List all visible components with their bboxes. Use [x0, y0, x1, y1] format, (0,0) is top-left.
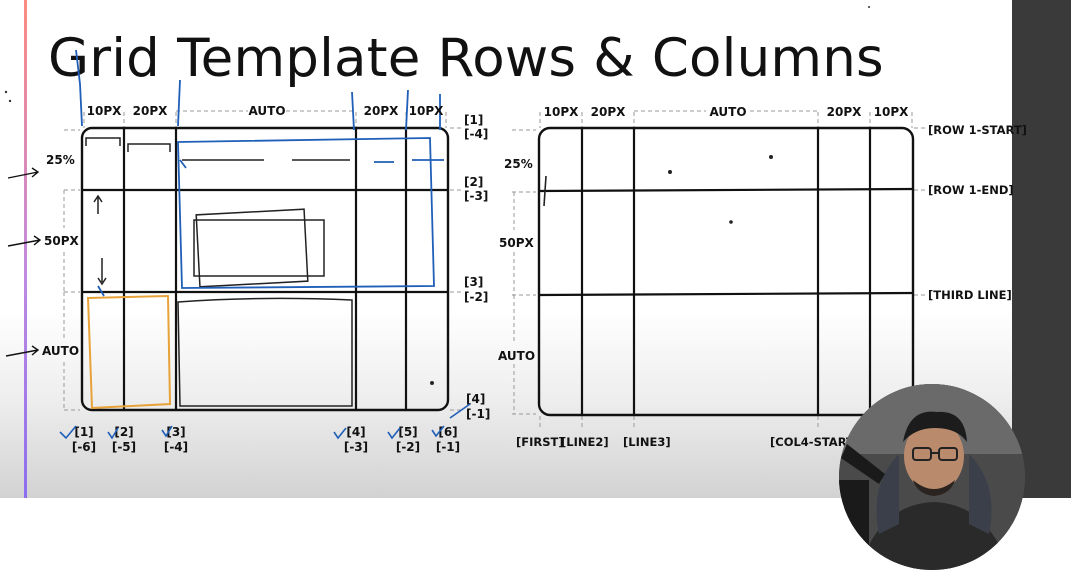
row-name-3: [THIRD LINE] [928, 288, 1012, 302]
col-line-5-neg: [-2] [396, 440, 420, 454]
left-col-size-2: 20PX [133, 104, 168, 118]
right-row-size-2: 50PX [499, 236, 534, 250]
row-size-arrows [5, 167, 42, 357]
right-row-size-1: 25% [504, 157, 533, 171]
left-col-size-5: 10PX [409, 104, 444, 118]
row-line-1-pos: [1] [464, 113, 483, 127]
row-line-1-neg: [-4] [464, 127, 488, 141]
diagram-canvas: 10PX 20PX AUTO 20PX 10PX 25% 50PX AUTO [… [4, 6, 1027, 454]
row-line-2-neg: [-3] [464, 189, 488, 203]
col-line-6-pos: [6] [438, 425, 457, 439]
left-grid-sketches [85, 137, 434, 407]
video-edge-band [1012, 0, 1071, 498]
left-row-line-labels: [1] [-4] [2] [-3] [3] [-2] [4] [-1] [464, 113, 490, 421]
left-grid-guides [63, 110, 462, 411]
col-line-5-pos: [5] [398, 425, 417, 439]
right-row-line-names: [ROW 1-START] [ROW 1-END] [THIRD LINE] [928, 123, 1027, 302]
left-grid-blue-annotations [75, 49, 444, 297]
left-grid-diagram: 10PX 20PX AUTO 20PX 10PX 25% 50PX AUTO [… [5, 49, 490, 454]
right-column-size-labels: 10PX 20PX AUTO 20PX 10PX [544, 105, 909, 119]
right-grid-sketches [543, 155, 773, 224]
col-line-3-neg: [-4] [164, 440, 188, 454]
row-line-3-pos: [3] [464, 275, 483, 289]
right-col-size-5: 10PX [874, 105, 909, 119]
right-col-size-1: 10PX [544, 105, 579, 119]
col-name-4: [COL4-START] [770, 435, 859, 449]
col-line-2-neg: [-5] [112, 440, 136, 454]
row-line-4-neg: [-1] [466, 407, 490, 421]
col-line-1-neg: [-6] [72, 440, 96, 454]
col-name-1: [FIRST] [516, 435, 564, 449]
col-line-4-pos: [4] [346, 425, 365, 439]
right-col-size-3: AUTO [709, 105, 746, 119]
row-line-2-pos: [2] [464, 175, 483, 189]
left-grid-lines [82, 128, 448, 410]
right-col-line-names: [FIRST] [LINE2] [LINE3] [COL4-START] [516, 435, 859, 449]
row-name-2: [ROW 1-END] [928, 183, 1014, 197]
left-col-size-4: 20PX [364, 104, 399, 118]
row-name-1: [ROW 1-START] [928, 123, 1027, 137]
left-row-size-1: 25% [46, 153, 75, 167]
right-grid-diagram: 10PX 20PX AUTO 20PX 10PX 25% 50PX AUTO [… [498, 105, 1027, 449]
left-row-size-3: AUTO [42, 344, 79, 358]
slide-title: Grid Template Rows & Columns [48, 28, 884, 89]
col-name-3: [LINE3] [623, 435, 671, 449]
presenter-portrait [839, 384, 1025, 570]
left-col-size-3: AUTO [248, 104, 285, 118]
right-grid-lines [538, 128, 914, 415]
row-line-4-pos: [4] [466, 392, 485, 406]
left-row-size-labels: 25% 50PX AUTO [42, 153, 79, 358]
right-row-size-3: AUTO [498, 349, 535, 363]
left-grid-frame [80, 126, 450, 412]
row-line-3-neg: [-2] [464, 290, 488, 304]
col-line-1-pos: [1] [74, 425, 93, 439]
right-grid-frame [537, 126, 915, 417]
accent-stripe [24, 0, 27, 498]
left-row-size-2: 50PX [44, 234, 79, 248]
right-col-size-4: 20PX [827, 105, 862, 119]
col-name-2: [LINE2] [561, 435, 609, 449]
right-grid-guides [512, 110, 926, 430]
right-row-size-labels: 25% 50PX AUTO [498, 157, 535, 363]
column-check-marks [59, 403, 471, 440]
left-col-size-1: 10PX [87, 104, 122, 118]
col-line-4-neg: [-3] [344, 440, 368, 454]
left-grid-orange-highlight [86, 294, 172, 410]
col-line-2-pos: [2] [114, 425, 133, 439]
left-col-line-labels: [1] [-6] [2] [-5] [3] [-4] [4] [-3] [5] … [72, 425, 460, 454]
right-col-size-2: 20PX [591, 105, 626, 119]
stray-marks [4, 6, 870, 103]
col-line-6-neg: [-1] [436, 440, 460, 454]
presenter-webcam [839, 384, 1025, 570]
left-column-size-labels: 10PX 20PX AUTO 20PX 10PX [87, 104, 444, 118]
